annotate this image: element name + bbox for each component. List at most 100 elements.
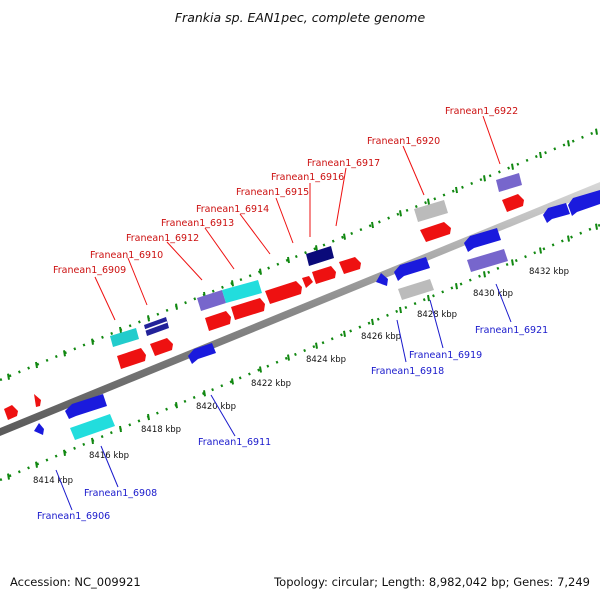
gene-arrow: [188, 343, 216, 364]
gene-label: Franean1_6911: [198, 437, 271, 448]
genome-summary-text: Topology: circular; Length: 8,982,042 bp…: [273, 575, 590, 589]
tick-mark: [595, 128, 598, 135]
tick-mark: [91, 338, 94, 345]
gene-arrow: [394, 257, 430, 281]
tick-mark: [259, 366, 262, 373]
gene-arrow: [150, 338, 173, 356]
genome-backbone: [0, 182, 600, 436]
tick-mark: [315, 342, 318, 349]
gene-arrow: [302, 276, 313, 288]
tick-mark: [35, 461, 38, 468]
gene-arrow: [467, 249, 508, 272]
kbp-label: 8420 kbp: [196, 402, 236, 412]
forward-leader-lines: [94, 115, 501, 321]
gene-label: Franean1_6918: [371, 366, 444, 377]
tick-mark: [427, 294, 430, 302]
forward-gene-labels: Franean1_6909 Franean1_6910 Franean1_691…: [53, 106, 518, 276]
gene-label: Franean1_6912: [126, 233, 199, 244]
kbp-label: 8432 kbp: [529, 267, 569, 277]
tick-mark: [147, 413, 150, 421]
kbp-label: 8424 kbp: [306, 355, 346, 365]
gene-arrow: [420, 222, 451, 242]
kbp-labels: 8414 kbp 8416 kbp 8418 kbp 8420 kbp 8422…: [33, 267, 569, 486]
tick-mark: [539, 151, 542, 159]
gene-arrow: [4, 405, 18, 420]
gene-arrow: [34, 423, 44, 435]
tick-mark: [315, 245, 318, 252]
gene-label: Franean1_6916: [271, 172, 344, 183]
tick-mark: [343, 233, 346, 240]
tick-mark: [231, 280, 234, 287]
kbp-label: 8426 kbp: [361, 332, 401, 342]
tick-mark: [399, 210, 402, 217]
gene-arrow: [376, 273, 388, 286]
gene-arrow: [197, 290, 226, 311]
gene-arrow: [265, 281, 302, 304]
tick-mark: [511, 163, 514, 170]
tick-mark: [175, 402, 178, 409]
gene-arrow: [117, 348, 146, 369]
gene-label: Franean1_6914: [196, 204, 269, 215]
reverse-leader-lines: [55, 283, 512, 511]
gene-arrow: [398, 279, 434, 300]
kbp-label: 8416 kbp: [89, 451, 129, 461]
gene-label: Franean1_6910: [90, 250, 163, 261]
tick-mark: [63, 449, 66, 456]
tick-mark: [511, 259, 514, 266]
gene-arrow: [222, 280, 262, 303]
tick-mark: [119, 326, 122, 334]
tick-mark: [259, 268, 262, 275]
tick-mark: [287, 256, 290, 264]
tick-mark: [539, 247, 542, 254]
gene-label: Franean1_6919: [409, 350, 482, 361]
tick-mark: [203, 390, 206, 397]
gene-label: Franean1_6906: [37, 511, 110, 522]
map-title: Frankia sp. EAN1pec, complete genome: [175, 10, 426, 25]
reverse-strand-guide: [0, 223, 600, 482]
gene-arrow: [70, 414, 115, 440]
reverse-gene-labels: Franean1_6906 Franean1_6908 Franean1_691…: [37, 325, 548, 522]
kbp-label: 8414 kbp: [33, 476, 73, 486]
gene-arrow: [312, 266, 336, 284]
kbp-label: 8428 kbp: [417, 310, 457, 320]
position-ticks: [7, 128, 598, 480]
tick-mark: [119, 425, 122, 433]
gene-arrow: [502, 194, 524, 212]
tick-mark: [399, 306, 402, 314]
gene-arrow: [543, 203, 570, 223]
tick-mark: [567, 235, 570, 242]
gene-arrow: [65, 394, 107, 419]
gene-arrow: [568, 190, 600, 216]
gene-label: Franean1_6920: [367, 136, 440, 147]
gene-label: Franean1_6909: [53, 265, 126, 276]
tick-mark: [63, 350, 66, 357]
tick-mark: [427, 198, 430, 205]
gene-label: Franean1_6913: [161, 218, 234, 229]
tick-mark: [455, 186, 458, 194]
tick-mark: [371, 221, 374, 229]
gene-arrow: [34, 394, 41, 407]
tick-mark: [483, 175, 486, 182]
tick-mark: [231, 378, 234, 385]
tick-mark: [147, 315, 150, 322]
gene-label: Franean1_6922: [445, 106, 518, 117]
tick-mark: [483, 271, 486, 278]
gene-arrow: [339, 257, 361, 274]
accession-text: Accession: NC_009921: [10, 575, 141, 589]
tick-mark: [595, 223, 598, 230]
gene-arrow: [306, 246, 334, 266]
gene-label: Franean1_6917: [307, 158, 380, 169]
tick-mark: [35, 361, 38, 369]
kbp-label: 8418 kbp: [141, 425, 181, 435]
tick-mark: [567, 140, 570, 147]
gene-arrow: [414, 200, 448, 222]
tick-mark: [371, 318, 374, 326]
gene-label: Franean1_6915: [236, 187, 309, 198]
tick-mark: [7, 473, 10, 480]
gene-arrow: [110, 328, 139, 347]
gene-label: Franean1_6908: [84, 488, 157, 499]
gene-arrow: [496, 173, 522, 192]
gene-arrow: [464, 228, 501, 252]
tick-mark: [343, 330, 346, 337]
